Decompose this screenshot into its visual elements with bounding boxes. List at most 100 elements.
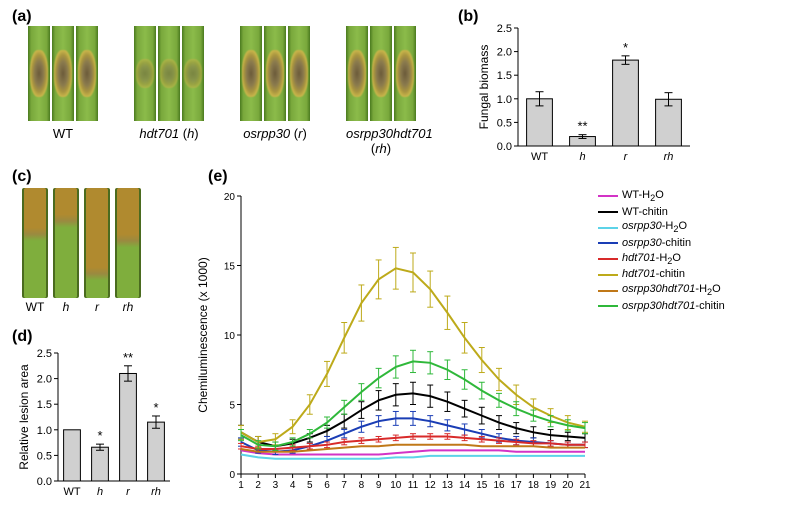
legend-label: osrpp30hdt701-H2O bbox=[622, 282, 721, 299]
legend-row: osrpp30-H2O bbox=[598, 219, 725, 236]
leaf-strip bbox=[240, 26, 262, 121]
svg-text:0.0: 0.0 bbox=[37, 476, 52, 488]
legend-row: osrpp30hdt701-chitin bbox=[598, 299, 725, 314]
svg-text:2.5: 2.5 bbox=[497, 23, 512, 35]
svg-text:2: 2 bbox=[255, 480, 261, 491]
svg-text:WT: WT bbox=[63, 486, 80, 498]
svg-text:1.5: 1.5 bbox=[37, 399, 52, 411]
panel-b-chart: 0.00.51.01.52.02.5Fungal biomassWT**h*rr… bbox=[476, 18, 696, 168]
svg-text:19: 19 bbox=[545, 480, 557, 491]
svg-text:*: * bbox=[97, 428, 102, 443]
leaf-group-label: hdt701 (h) bbox=[134, 126, 204, 141]
leaf-strip bbox=[394, 26, 416, 121]
svg-text:4: 4 bbox=[290, 480, 296, 491]
svg-text:12: 12 bbox=[425, 480, 437, 491]
legend-row: osrpp30-chitin bbox=[598, 236, 725, 251]
leaf-c bbox=[115, 188, 141, 298]
svg-text:10: 10 bbox=[390, 480, 402, 491]
svg-text:13: 13 bbox=[442, 480, 454, 491]
leaf-strip bbox=[76, 26, 98, 121]
legend-swatch bbox=[598, 195, 618, 197]
legend-row: WT-chitin bbox=[598, 205, 725, 220]
svg-text:Relative lesion area: Relative lesion area bbox=[17, 364, 31, 470]
svg-text:1.0: 1.0 bbox=[37, 425, 52, 437]
svg-text:h: h bbox=[97, 486, 103, 498]
leaf-strip bbox=[52, 26, 74, 121]
svg-text:1.0: 1.0 bbox=[497, 94, 512, 106]
svg-text:21: 21 bbox=[579, 480, 591, 491]
legend-label: hdt701-chitin bbox=[622, 267, 685, 282]
leaf-group: hdt701 (h) bbox=[134, 26, 204, 121]
legend-label: osrpp30-chitin bbox=[622, 236, 691, 251]
panel-a-label: (a) bbox=[12, 8, 32, 26]
leaf-strip bbox=[288, 26, 310, 121]
svg-text:0.5: 0.5 bbox=[497, 117, 512, 129]
leaf-c bbox=[53, 188, 79, 298]
leaf-strip bbox=[370, 26, 392, 121]
svg-text:16: 16 bbox=[493, 480, 505, 491]
svg-text:0.0: 0.0 bbox=[497, 141, 512, 153]
svg-text:7: 7 bbox=[341, 480, 347, 491]
svg-text:1.5: 1.5 bbox=[497, 70, 512, 82]
svg-text:14: 14 bbox=[459, 480, 471, 491]
svg-text:20: 20 bbox=[562, 480, 574, 491]
panel-e-label: (e) bbox=[208, 168, 228, 186]
leaf-c-wrap: h bbox=[53, 188, 79, 314]
svg-text:2.0: 2.0 bbox=[37, 374, 52, 386]
svg-text:2.5: 2.5 bbox=[37, 348, 52, 360]
leaf-strip bbox=[158, 26, 180, 121]
leaf-group: WT bbox=[28, 26, 98, 121]
legend-swatch bbox=[598, 242, 618, 244]
legend-label: osrpp30hdt701-chitin bbox=[622, 299, 725, 314]
svg-text:20: 20 bbox=[224, 192, 236, 203]
svg-text:*: * bbox=[153, 400, 158, 415]
svg-text:17: 17 bbox=[511, 480, 523, 491]
svg-text:15: 15 bbox=[476, 480, 488, 491]
leaf-c bbox=[22, 188, 48, 298]
legend-row: WT-H2O bbox=[598, 188, 725, 205]
leaf-c-wrap: r bbox=[84, 188, 110, 314]
legend-swatch bbox=[598, 305, 618, 307]
svg-text:3: 3 bbox=[273, 480, 279, 491]
svg-text:**: ** bbox=[577, 119, 587, 134]
legend-label: hdt701-H2O bbox=[622, 251, 681, 268]
leaf-c-wrap: rh bbox=[115, 188, 141, 314]
svg-text:5: 5 bbox=[229, 401, 235, 412]
svg-text:8: 8 bbox=[359, 480, 365, 491]
legend-swatch bbox=[598, 211, 618, 213]
leaf-strip bbox=[264, 26, 286, 121]
svg-text:5: 5 bbox=[307, 480, 313, 491]
svg-text:0.5: 0.5 bbox=[37, 450, 52, 462]
leaf-strip bbox=[182, 26, 204, 121]
svg-text:18: 18 bbox=[528, 480, 540, 491]
svg-text:2.0: 2.0 bbox=[497, 47, 512, 59]
legend-swatch bbox=[598, 227, 618, 229]
leaf-strip bbox=[134, 26, 156, 121]
leaf-group-label: osrpp30 (r) bbox=[240, 126, 310, 141]
leaf-c-wrap: WT bbox=[22, 188, 48, 314]
svg-text:Chemiluminescence (x 1000): Chemiluminescence (x 1000) bbox=[196, 257, 210, 412]
legend-swatch bbox=[598, 290, 618, 292]
figure: (a) WT hdt701 (h) osrpp30 (r) osrpp30hdt701… bbox=[8, 8, 792, 512]
panel-c-label: (c) bbox=[12, 168, 32, 186]
svg-text:*: * bbox=[623, 40, 628, 55]
svg-text:Fungal biomass: Fungal biomass bbox=[477, 45, 491, 130]
svg-text:h: h bbox=[579, 151, 585, 163]
svg-text:6: 6 bbox=[324, 480, 330, 491]
svg-text:1: 1 bbox=[238, 480, 244, 491]
svg-text:rh: rh bbox=[151, 486, 161, 498]
svg-text:**: ** bbox=[123, 350, 133, 365]
legend-swatch bbox=[598, 258, 618, 260]
svg-text:15: 15 bbox=[224, 262, 236, 273]
svg-text:9: 9 bbox=[376, 480, 382, 491]
leaf-strip bbox=[28, 26, 50, 121]
leaf-strip bbox=[346, 26, 368, 121]
legend-row: hdt701-H2O bbox=[598, 251, 725, 268]
svg-text:WT: WT bbox=[531, 151, 548, 163]
leaf-group: osrpp30 (r) bbox=[240, 26, 310, 121]
legend-row: osrpp30hdt701-H2O bbox=[598, 282, 725, 299]
legend-label: WT-chitin bbox=[622, 205, 668, 220]
svg-text:rh: rh bbox=[664, 151, 674, 163]
leaf-c-label: WT bbox=[22, 300, 48, 314]
panel-c-leaves: WT hrrh bbox=[22, 188, 141, 314]
